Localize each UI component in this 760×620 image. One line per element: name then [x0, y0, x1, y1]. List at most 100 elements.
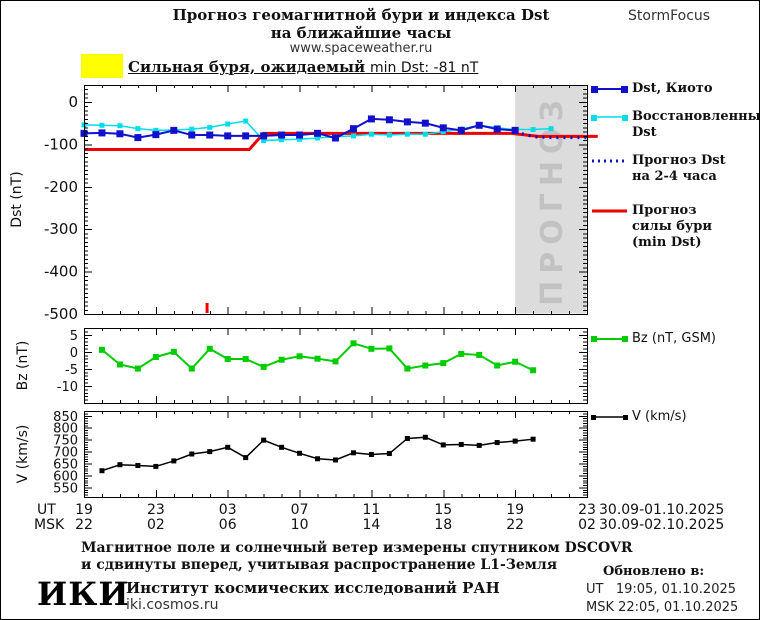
series-marker: [224, 132, 232, 140]
bz-axis-title: Bz (nT): [15, 341, 31, 391]
msk-tick-label: 18: [434, 517, 452, 533]
bz-panel: 5 0 -5 -10 Bz (nT): [15, 328, 588, 404]
legend-label: Dst, Киото: [632, 81, 713, 96]
legend-label: Bz (nT, GSM): [632, 331, 717, 346]
ut-tick-label: 23: [578, 502, 596, 518]
series-marker: [368, 451, 374, 457]
series-marker: [152, 353, 159, 360]
storm-alert-value: min Dst: -81 nT: [369, 60, 479, 76]
ut-prefix: UT: [37, 502, 56, 518]
series-marker: [116, 130, 124, 138]
iki-logo: ИКИ: [37, 575, 130, 613]
msk-tick-label: 06: [219, 517, 237, 533]
series-marker: [261, 138, 267, 144]
chart-title-line2: на ближайшие часы: [270, 24, 452, 42]
series-marker: [368, 131, 374, 137]
series-marker: [170, 348, 177, 355]
y-tick-label: 5: [70, 329, 78, 344]
y-tick-label: 750: [53, 434, 78, 449]
series-marker: [511, 126, 519, 134]
series-marker: [333, 457, 338, 463]
series-marker: [153, 127, 159, 133]
series-marker: [368, 345, 375, 352]
series-marker: [189, 126, 195, 132]
y-tick-label: -200: [44, 178, 78, 196]
legend-marker-v: [591, 415, 628, 420]
series-marker: [260, 363, 267, 370]
y-tick-label: -500: [44, 305, 78, 323]
series-marker: [135, 462, 141, 468]
institute-website: iki.cosmos.ru: [126, 597, 219, 613]
legend-marker-restored-dst: [591, 115, 628, 121]
series-marker: [152, 131, 160, 139]
chart-title-line1: Прогноз геомагнитной бури и индекса Dst: [172, 6, 550, 24]
series-marker: [386, 132, 392, 138]
y-tick-label: 550: [53, 481, 78, 496]
series-marker: [314, 129, 322, 137]
panel-border: [84, 411, 588, 498]
storm-level-swatch: [81, 54, 123, 78]
series-marker: [207, 449, 213, 455]
y-tick-label: 0: [68, 93, 78, 111]
series-marker: [530, 127, 536, 133]
series-marker: [530, 436, 536, 442]
series-marker: [296, 353, 303, 360]
series-marker: [98, 129, 106, 137]
storm-alert-text: Сильная буря, ожидаемый min Dst: -81 nT: [128, 58, 478, 76]
forecast-region-label: ПРОГНОЗ: [535, 93, 570, 306]
series-marker: [386, 345, 393, 352]
legend-label: Прогноз Dst: [632, 153, 726, 168]
series-marker: [548, 126, 554, 132]
legend-marker-storm-strength: [592, 209, 627, 213]
series-marker: [404, 365, 411, 372]
y-tick-label: 800: [53, 422, 78, 437]
series-marker: [422, 434, 428, 440]
msk-prefix: MSK: [34, 517, 65, 533]
legend-label: (min Dst): [632, 235, 702, 250]
source-website: www.spaceweather.ru: [289, 41, 433, 56]
series-marker: [171, 458, 177, 464]
series-marker: [440, 442, 446, 448]
series-marker: [367, 115, 375, 123]
series-marker: [242, 356, 249, 363]
ut-tick-label: 23: [147, 502, 165, 518]
series-marker: [225, 444, 231, 450]
series-marker: [297, 450, 303, 456]
ut-tick-label: 15: [434, 502, 452, 518]
series-marker: [225, 121, 231, 127]
series-marker: [440, 360, 447, 367]
series-marker: [422, 131, 428, 137]
data-source-note-line1: Магнитное поле и солнечный ветер измерен…: [81, 540, 633, 556]
y-tick-label: -10: [57, 380, 78, 395]
series-marker: [512, 358, 519, 365]
series-marker: [206, 131, 214, 139]
series-marker: [332, 358, 339, 365]
series-marker: [493, 125, 501, 133]
series-marker: [350, 450, 356, 456]
series-marker: [224, 356, 231, 363]
series-marker: [404, 435, 410, 441]
msk-tick-label: 10: [291, 517, 309, 533]
institute-name: Институт космических исследований РАН: [126, 579, 500, 597]
series-marker: [476, 351, 483, 358]
msk-tick-label: 14: [363, 517, 381, 533]
series-line: [101, 436, 534, 472]
legend-label: Прогноз: [632, 203, 697, 218]
series-marker: [260, 132, 268, 140]
y-tick-label: 600: [53, 470, 78, 485]
legend-label: на 2-4 часа: [632, 169, 717, 184]
legend-marker-bz: [591, 336, 628, 342]
v-axis-title: V (km/s): [15, 425, 31, 484]
series-marker: [458, 350, 465, 357]
series-marker: [457, 126, 465, 134]
y-tick-label: -100: [44, 135, 78, 153]
series-marker: [349, 125, 357, 133]
msk-tick-label: 22: [506, 517, 524, 533]
ut-tick-label: 11: [363, 502, 381, 518]
series-marker: [314, 355, 321, 362]
y-tick-label: 0: [70, 346, 78, 361]
data-source-note-line2: и сдвинуты вперед, учитывая распростране…: [81, 557, 558, 573]
series-marker: [494, 362, 501, 369]
